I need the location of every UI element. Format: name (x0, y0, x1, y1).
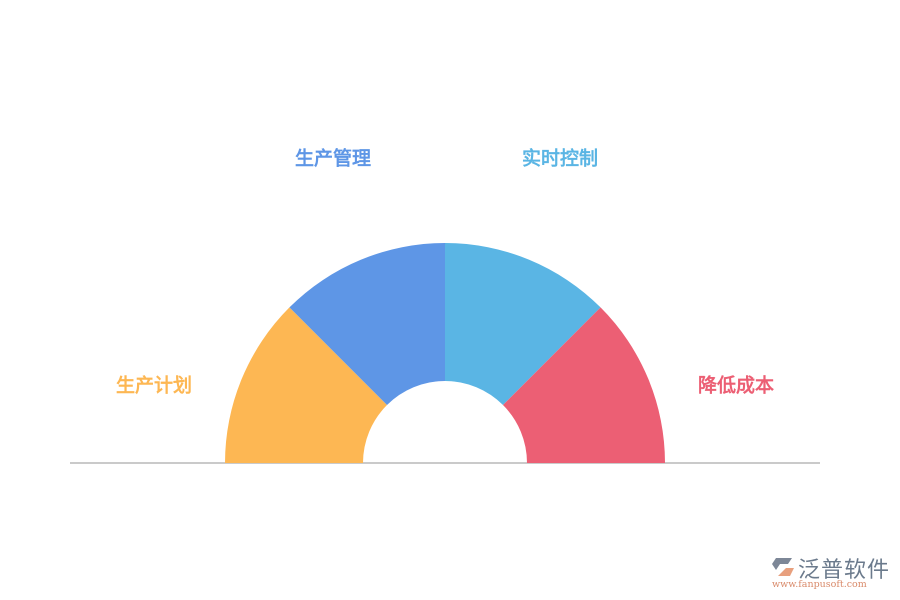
segment-2 (289, 243, 445, 406)
segment-3 (445, 243, 601, 406)
segment-1 (225, 307, 388, 463)
label-production-management: 生产管理 (294, 147, 372, 170)
segment-4 (502, 307, 665, 463)
logo: 泛普软件 www.fanpusoft.com (768, 552, 893, 590)
logo-url: www.fanpusoft.com (772, 579, 867, 590)
logo-mark-icon (772, 558, 794, 576)
label-realtime-control: 实时控制 (521, 147, 599, 170)
label-reduce-cost: 降低成本 (697, 374, 775, 397)
logo-name: 泛普软件 (798, 558, 891, 583)
label-production-plan: 生产计划 (115, 374, 193, 397)
